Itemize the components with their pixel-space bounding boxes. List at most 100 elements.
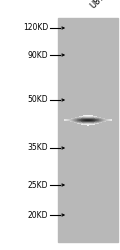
Bar	[85, 120, 86, 121]
Bar	[83, 123, 84, 124]
Bar	[87, 122, 88, 123]
Text: 20KD: 20KD	[27, 210, 48, 220]
Bar	[89, 117, 90, 118]
Bar	[97, 120, 98, 121]
Bar	[91, 120, 92, 121]
Bar	[93, 119, 94, 120]
Bar	[89, 116, 90, 117]
Bar	[80, 121, 81, 122]
Bar	[80, 119, 81, 120]
Bar	[78, 117, 79, 118]
Bar	[88, 121, 89, 122]
Bar	[75, 121, 76, 122]
Bar	[96, 119, 97, 120]
Bar	[81, 124, 82, 125]
Text: U87: U87	[88, 0, 106, 10]
Bar	[88, 117, 89, 118]
Bar	[94, 124, 95, 125]
Bar	[86, 120, 87, 121]
Bar	[82, 122, 83, 123]
Bar	[78, 123, 79, 124]
Bar	[93, 123, 94, 124]
Bar	[81, 120, 82, 121]
Bar	[78, 122, 79, 123]
Bar	[58, 18, 118, 242]
Bar	[86, 123, 87, 124]
Bar	[81, 121, 82, 122]
Bar	[82, 116, 83, 117]
Bar	[98, 117, 99, 118]
Bar	[76, 122, 77, 123]
Bar	[89, 119, 90, 120]
Text: 25KD: 25KD	[27, 180, 48, 190]
Text: 120KD: 120KD	[23, 24, 48, 32]
Bar	[85, 121, 86, 122]
Bar	[79, 121, 80, 122]
Bar	[88, 125, 89, 126]
Bar	[96, 116, 97, 117]
Bar	[83, 116, 84, 117]
Bar	[94, 119, 95, 120]
Bar	[95, 122, 96, 123]
Bar	[100, 122, 101, 123]
Bar	[85, 122, 86, 123]
Bar	[81, 116, 82, 117]
Bar	[91, 119, 92, 120]
Bar	[94, 118, 95, 119]
Bar	[84, 122, 85, 123]
Bar	[84, 115, 85, 116]
Bar	[89, 123, 90, 124]
Bar	[87, 120, 88, 121]
Bar	[98, 119, 99, 120]
Bar	[94, 116, 95, 117]
Bar	[85, 116, 86, 117]
Bar	[86, 124, 87, 125]
Bar	[80, 118, 81, 119]
Bar	[83, 121, 84, 122]
Bar	[101, 119, 102, 120]
Bar	[83, 118, 84, 119]
Bar	[79, 116, 80, 117]
Bar	[87, 116, 88, 117]
Bar	[99, 120, 100, 121]
Bar	[87, 117, 88, 118]
Bar	[86, 125, 87, 126]
Bar	[79, 120, 80, 121]
Bar	[81, 122, 82, 123]
Bar	[80, 117, 81, 118]
Bar	[77, 122, 78, 123]
Bar	[93, 120, 94, 121]
Bar	[91, 115, 92, 116]
Bar	[89, 118, 90, 119]
Bar	[75, 120, 76, 121]
Bar	[85, 117, 86, 118]
Bar	[96, 122, 97, 123]
Bar	[84, 121, 85, 122]
Bar	[88, 120, 89, 121]
Bar	[99, 119, 100, 120]
Bar	[88, 123, 89, 124]
Bar	[80, 123, 81, 124]
Bar	[101, 120, 102, 121]
Bar	[97, 121, 98, 122]
Bar	[88, 116, 89, 117]
Bar	[94, 122, 95, 123]
Bar	[92, 123, 93, 124]
Bar	[90, 119, 91, 120]
Bar	[98, 120, 99, 121]
Bar	[75, 122, 76, 123]
Bar	[77, 120, 78, 121]
Bar	[99, 118, 100, 119]
Bar	[87, 124, 88, 125]
Bar	[81, 117, 82, 118]
Bar	[89, 125, 90, 126]
Bar	[92, 118, 93, 119]
Bar	[87, 121, 88, 122]
Bar	[93, 122, 94, 123]
Bar	[101, 121, 102, 122]
Bar	[96, 123, 97, 124]
Bar	[84, 116, 85, 117]
Text: 90KD: 90KD	[27, 50, 48, 59]
Bar	[88, 122, 89, 123]
Bar	[77, 123, 78, 124]
